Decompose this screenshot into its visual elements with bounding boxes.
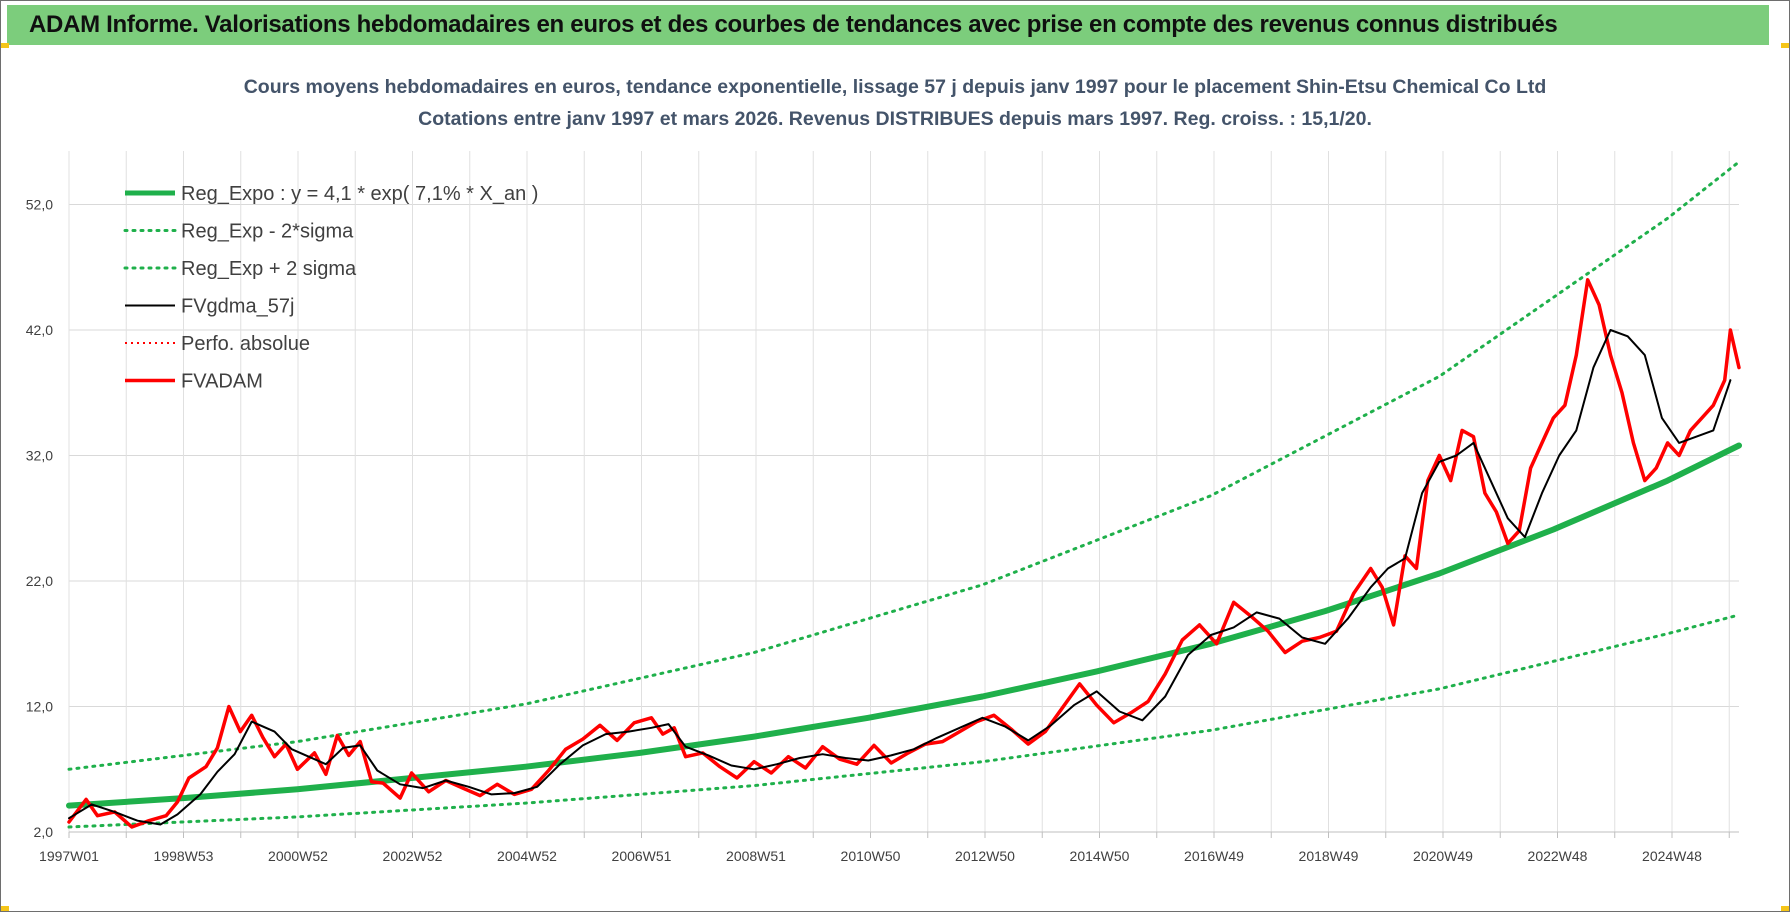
report-banner: ADAM Informe. Valorisations hebdomadaire… (7, 5, 1769, 45)
x-tick-label: 1997W01 (39, 848, 99, 864)
x-tick-label: 2022W48 (1528, 848, 1588, 864)
x-tick-label: 2002W52 (383, 848, 443, 864)
chart-subtitle: Cotations entre janv 1997 et mars 2026. … (418, 108, 1372, 130)
legend-label: FVADAM (181, 371, 263, 393)
x-tick-label: 2020W49 (1413, 848, 1473, 864)
legend-label: Reg_Expo : y = 4,1 * exp( 7,1% * X_an ) (181, 183, 538, 205)
x-tick-label: 1998W53 (154, 848, 214, 864)
legend-label: FVgdma_57j (181, 296, 294, 318)
y-tick-label: 32,0 (26, 448, 53, 464)
series-line-0 (66, 442, 1742, 809)
legend-label: Reg_Exp - 2*sigma (181, 221, 354, 243)
y-tick-label: 2,0 (34, 824, 54, 840)
x-tick-label: 2000W52 (268, 848, 328, 864)
legend-label: Perfo. absolue (181, 333, 310, 355)
x-tick-label: 2012W50 (955, 848, 1015, 864)
chart-legend: Reg_Expo : y = 4,1 * exp( 7,1% * X_an ) R… (123, 183, 538, 393)
y-tick-label: 42,0 (26, 322, 53, 338)
banner-title: ADAM Informe. Valorisations hebdomadaire… (29, 11, 1558, 38)
series-line-3 (68, 329, 1732, 826)
corner-marker (1, 43, 9, 48)
x-tick-label: 2008W51 (726, 848, 786, 864)
corner-marker (1781, 43, 1789, 48)
series-layer (66, 160, 1742, 829)
x-tick-label: 2010W50 (841, 848, 901, 864)
x-tick-label: 2024W48 (1642, 848, 1702, 864)
chart-grid (68, 151, 1739, 832)
x-tick-label: 2006W51 (612, 848, 672, 864)
corner-marker (1781, 906, 1789, 911)
chart-title: Cours moyens hebdomadaires en euros, ten… (244, 76, 1547, 98)
y-tick-label: 12,0 (26, 699, 53, 715)
series-line-1 (67, 613, 1741, 829)
x-tick-label: 2004W52 (497, 848, 557, 864)
legend-label: Reg_Exp + 2 sigma (181, 258, 357, 280)
y-tick-label: 22,0 (26, 573, 53, 589)
series-line-2 (67, 160, 1741, 771)
x-tick-label: 2014W50 (1070, 848, 1130, 864)
x-tick-label: 2018W49 (1299, 848, 1359, 864)
x-tick-label: 2016W49 (1184, 848, 1244, 864)
chart-axes: 2,0 12,0 22,0 32,0 42,0 52,0 1997W01 1998W53 200… (26, 197, 1739, 864)
y-tick-label: 52,0 (26, 197, 53, 213)
corner-marker (1, 906, 9, 911)
